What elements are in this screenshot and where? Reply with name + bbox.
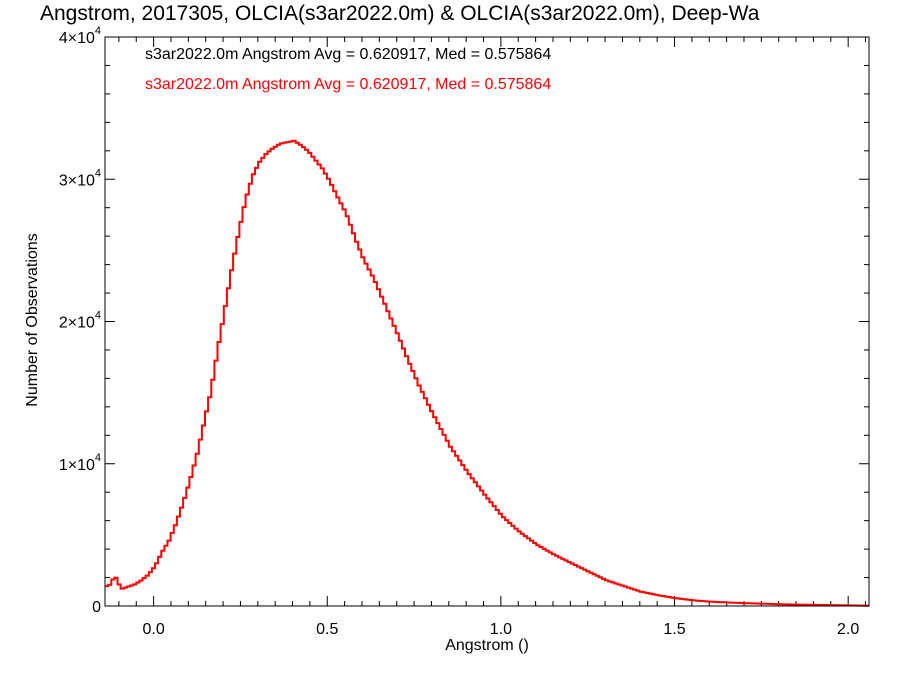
legend-entry-black: s3ar2022.0m Angstrom Avg = 0.620917, Med… <box>145 46 552 63</box>
y-tick-label: 2×104 <box>59 310 101 332</box>
x-tick-label: 1.5 <box>663 621 685 638</box>
y-tick-label: 0 <box>92 599 101 616</box>
legend-entry-red: s3ar2022.0m Angstrom Avg = 0.620917, Med… <box>145 76 552 93</box>
x-tick-label: 0.0 <box>142 621 164 638</box>
y-tick-label: 4×104 <box>59 25 101 47</box>
y-axis-label: Number of Observations <box>24 233 41 407</box>
y-tick-label: 3×104 <box>59 167 101 189</box>
x-tick-label: 2.0 <box>837 621 859 638</box>
x-tick-labels: 0.0 0.5 1.0 1.5 2.0 <box>142 621 859 638</box>
series-line-0 <box>105 139 869 607</box>
series-lines <box>105 139 869 607</box>
plot-frame <box>104 36 870 607</box>
chart-title: Angstrom, 2017305, OLCIA(s3ar2022.0m) & … <box>40 2 760 25</box>
y-tick-label: 1×104 <box>59 452 101 474</box>
y-tick-labels: 0 1×104 2×104 3×104 4×104 <box>59 25 101 616</box>
x-tick-label: 0.5 <box>316 621 338 638</box>
axis-ticks <box>105 36 869 607</box>
x-axis-label: Angstrom () <box>445 637 529 654</box>
x-tick-label: 1.0 <box>490 621 512 638</box>
